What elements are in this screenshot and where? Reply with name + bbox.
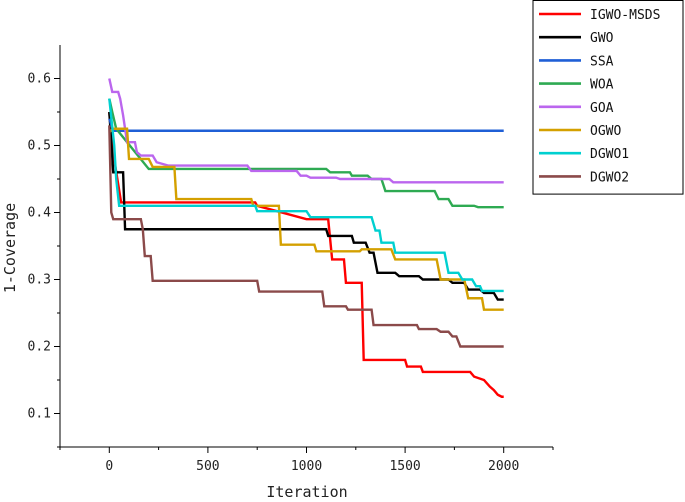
- y-tick-label: 0.4: [28, 206, 52, 221]
- series-line-ssa: [108, 118, 504, 132]
- x-tick-label: 2000: [488, 459, 519, 474]
- y-axis-label: 1-Coverage: [1, 203, 19, 293]
- x-tick-label: 500: [196, 459, 219, 474]
- plot-frame: [59, 45, 553, 448]
- series-line-dgwo1: [108, 98, 504, 293]
- legend-label-ogwo: OGWO: [590, 124, 621, 139]
- series-layer: [108, 78, 504, 398]
- x-tick-label: 1000: [291, 459, 322, 474]
- x-tick-label: 0: [105, 459, 113, 474]
- series-line-goa: [108, 78, 504, 184]
- x-axis-label: Iteration: [266, 483, 347, 501]
- x-tick-label: 1500: [389, 459, 420, 474]
- series-line-dgwo2: [108, 125, 504, 348]
- series-line-woa: [108, 98, 504, 209]
- axes-ticks: 0 500 1000 1500 2000 0.1 0.2 0.3 0.4 0.5 0.6: [28, 72, 554, 474]
- legend-label-igwo-msds: IGWO-MSDS: [590, 8, 660, 23]
- series-line-igwo-msds: [108, 111, 504, 398]
- legend-label-ssa: SSA: [590, 54, 614, 69]
- y-tick-label: 0.5: [28, 139, 51, 154]
- y-tick-label: 0.1: [28, 407, 51, 422]
- legend-label-woa: WOA: [590, 78, 614, 93]
- y-tick-label: 0.6: [28, 72, 51, 87]
- y-tick-label: 0.2: [28, 340, 51, 355]
- y-tick-label: 0.3: [28, 273, 51, 288]
- legend-label-dgwo1: DGWO1: [590, 147, 629, 162]
- legend-label-dgwo2: DGWO2: [590, 170, 629, 185]
- legend-box: [532, 0, 684, 195]
- series-line-gwo: [108, 111, 504, 301]
- legend: IGWO-MSDS GWO SSA WOA GOA OGWO DGWO1 DGWO2: [532, 0, 684, 195]
- legend-label-gwo: GWO: [590, 31, 614, 46]
- legend-label-goa: GOA: [590, 101, 614, 116]
